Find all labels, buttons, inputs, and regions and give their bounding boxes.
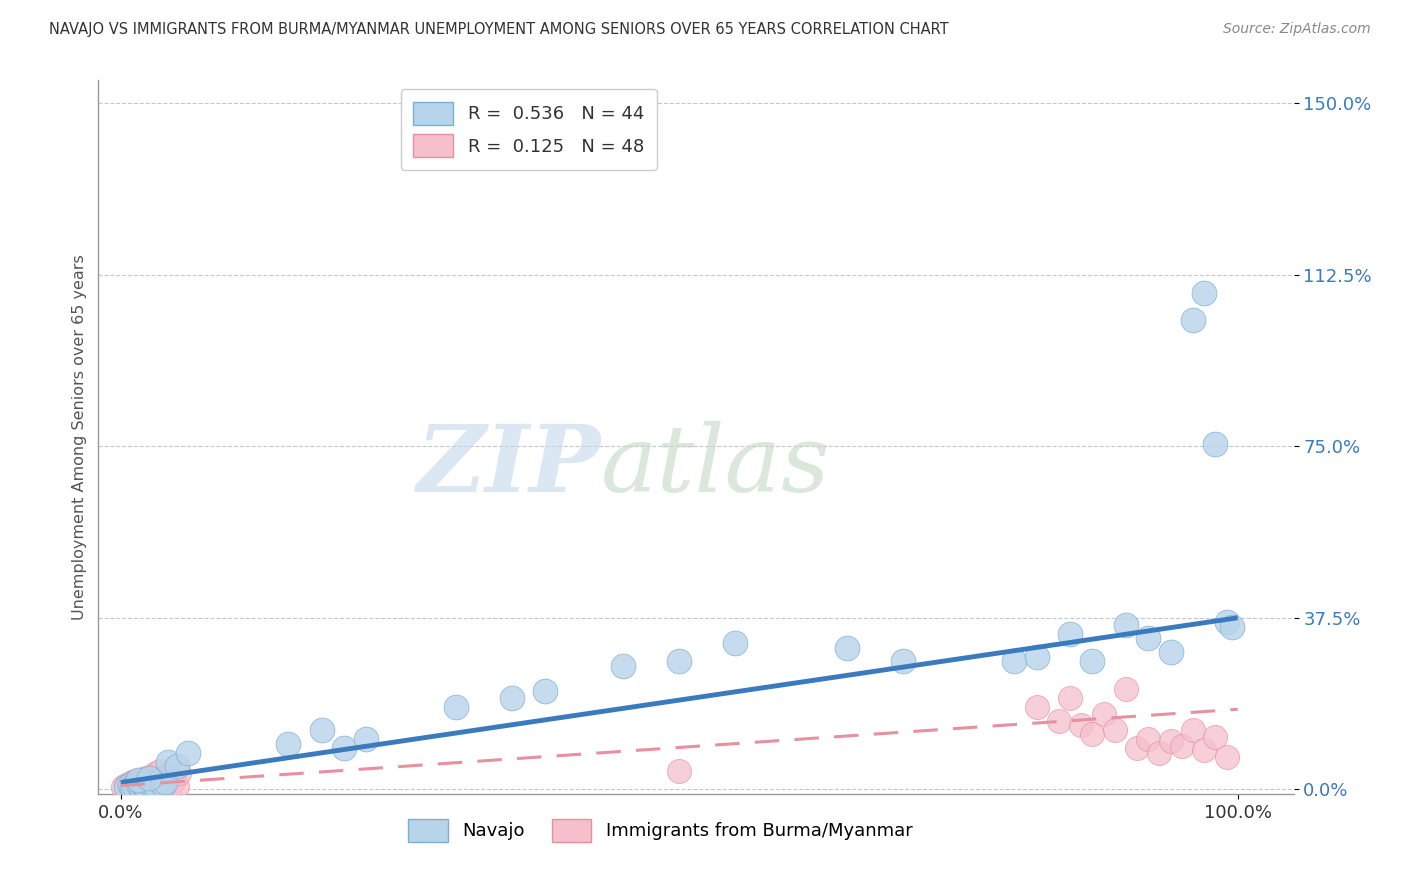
Point: [122, 779, 145, 793]
Point: [1149, 746, 1171, 760]
Point: [138, 778, 160, 792]
Point: [1115, 617, 1137, 632]
Point: [1160, 734, 1182, 748]
Point: [143, 777, 166, 791]
Point: [1025, 700, 1047, 714]
Point: [166, 779, 188, 793]
Point: [124, 774, 146, 789]
Point: [122, 778, 145, 792]
Point: [1204, 437, 1226, 451]
Point: [612, 658, 634, 673]
Point: [111, 780, 134, 794]
Point: [132, 779, 155, 793]
Point: [1059, 690, 1081, 705]
Point: [333, 741, 356, 756]
Point: [1215, 750, 1237, 764]
Point: [1192, 285, 1215, 300]
Point: [149, 774, 172, 789]
Point: [1220, 620, 1243, 634]
Point: [668, 654, 690, 668]
Point: [145, 766, 167, 780]
Point: [129, 780, 152, 794]
Point: [127, 780, 149, 794]
Point: [668, 764, 690, 778]
Point: [444, 700, 467, 714]
Point: [1070, 718, 1092, 732]
Point: [1002, 654, 1025, 668]
Point: [152, 771, 174, 785]
Point: [163, 773, 186, 788]
Point: [132, 775, 155, 789]
Point: [1182, 313, 1205, 327]
Point: [128, 777, 150, 791]
Point: [1081, 654, 1104, 668]
Point: [1047, 714, 1070, 728]
Point: [1137, 731, 1160, 746]
Point: [1025, 649, 1047, 664]
Point: [1204, 730, 1226, 744]
Point: [724, 636, 747, 650]
Point: [1115, 681, 1137, 696]
Point: [156, 768, 179, 782]
Point: [1182, 723, 1205, 737]
Point: [135, 774, 157, 789]
Legend: Navajo, Immigrants from Burma/Myanmar: Navajo, Immigrants from Burma/Myanmar: [401, 812, 920, 849]
Point: [146, 774, 169, 789]
Point: [277, 737, 299, 751]
Point: [143, 777, 166, 791]
Point: [1092, 706, 1115, 721]
Point: [534, 684, 557, 698]
Point: [155, 775, 177, 789]
Point: [1171, 739, 1194, 753]
Point: [152, 778, 174, 792]
Point: [1192, 743, 1215, 757]
Point: [118, 777, 141, 791]
Point: [115, 780, 138, 794]
Text: ZIP: ZIP: [416, 421, 600, 510]
Point: [115, 778, 138, 792]
Point: [501, 690, 523, 705]
Point: [166, 759, 188, 773]
Point: [1081, 727, 1104, 741]
Point: [141, 768, 163, 782]
Point: [134, 779, 156, 793]
Point: [121, 775, 143, 789]
Text: NAVAJO VS IMMIGRANTS FROM BURMA/MYANMAR UNEMPLOYMENT AMONG SENIORS OVER 65 YEARS: NAVAJO VS IMMIGRANTS FROM BURMA/MYANMAR …: [49, 22, 949, 37]
Point: [160, 778, 183, 792]
Point: [127, 777, 149, 791]
Point: [156, 755, 179, 769]
Point: [356, 731, 378, 746]
Point: [129, 773, 152, 788]
Point: [1215, 615, 1237, 630]
Point: [835, 640, 858, 655]
Text: atlas: atlas: [600, 421, 830, 510]
Point: [138, 771, 160, 785]
Point: [155, 775, 177, 789]
Point: [117, 779, 139, 793]
Point: [141, 778, 163, 792]
Point: [891, 654, 914, 668]
Point: [1137, 632, 1160, 646]
Point: [1059, 627, 1081, 641]
Point: [167, 766, 190, 780]
Point: [127, 773, 149, 788]
Point: [1104, 723, 1126, 737]
Point: [138, 772, 160, 787]
Point: [121, 780, 143, 794]
Text: Source: ZipAtlas.com: Source: ZipAtlas.com: [1223, 22, 1371, 37]
Point: [177, 746, 200, 760]
Point: [138, 775, 160, 789]
Point: [143, 771, 166, 785]
Point: [118, 778, 141, 792]
Point: [134, 771, 156, 785]
Point: [311, 723, 333, 737]
Point: [1126, 741, 1149, 756]
Point: [139, 779, 162, 793]
Y-axis label: Unemployment Among Seniors over 65 years: Unemployment Among Seniors over 65 years: [72, 254, 87, 620]
Point: [145, 780, 167, 794]
Point: [149, 764, 172, 778]
Point: [132, 778, 155, 792]
Point: [1160, 645, 1182, 659]
